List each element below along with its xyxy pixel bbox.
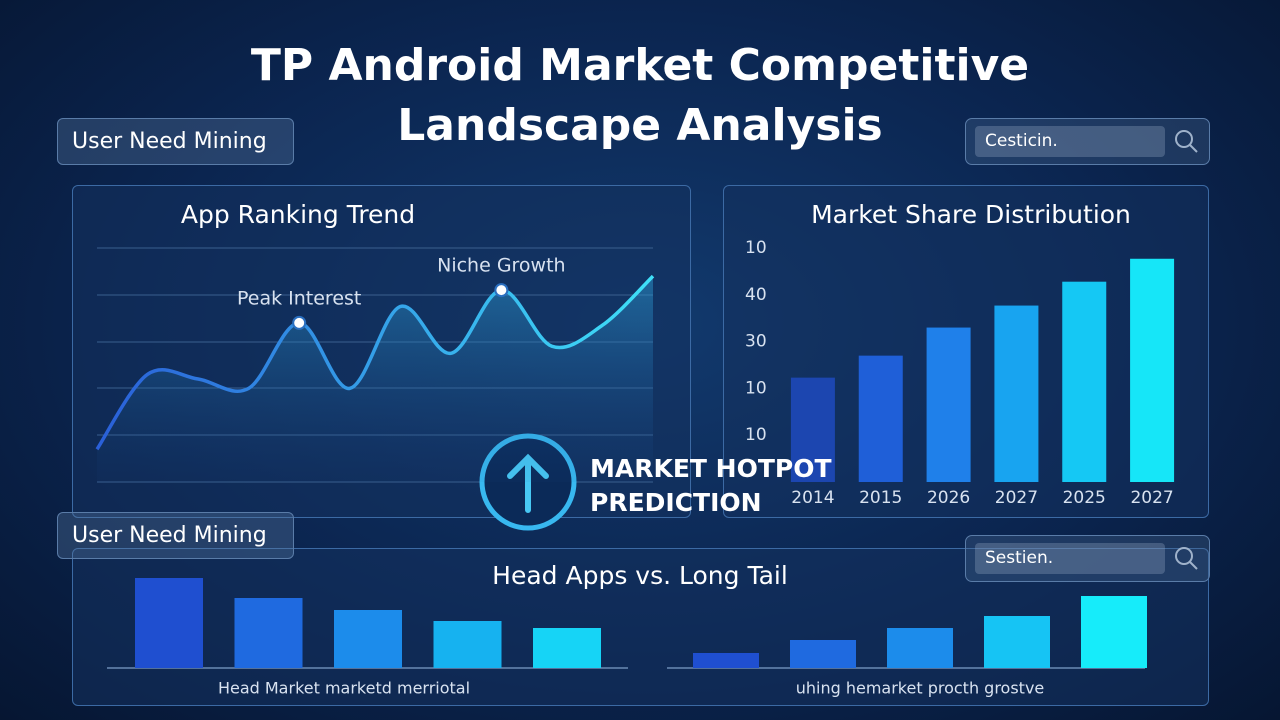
- bar: [790, 377, 835, 482]
- bar: [1081, 596, 1147, 668]
- bar: [994, 305, 1039, 482]
- bar: [790, 640, 856, 668]
- bar: [693, 653, 759, 668]
- annotation: Peak Interest: [237, 287, 361, 309]
- search-icons: [1175, 130, 1198, 570]
- y-tick-label: 10: [745, 425, 767, 445]
- y-tick-label: 30: [745, 332, 767, 352]
- chart-title: Market Share Distribution: [811, 200, 1131, 229]
- line: [95, 274, 655, 451]
- search-box[interactable]: Cesticin.: [965, 118, 1210, 165]
- bar: [984, 616, 1050, 668]
- tab[interactable]: User Need Mining: [57, 118, 294, 165]
- search-field[interactable]: Sestien.: [975, 543, 1165, 574]
- hotspot-label: MARKET HOTPOT PREDICTION: [590, 454, 832, 517]
- chart-title: Head Apps vs. Long Tail: [492, 561, 788, 590]
- y-tick-label: 40: [745, 285, 767, 305]
- annotation: Niche Growth: [437, 255, 565, 277]
- y-tick-label: 10: [745, 238, 767, 258]
- y-tick-label: 10: [745, 378, 767, 398]
- page-title: TP Android Market Competitive Landscape …: [250, 40, 1030, 151]
- area: [97, 276, 653, 482]
- bar: [533, 628, 601, 668]
- search-box[interactable]: Sestien.: [965, 535, 1210, 582]
- bar: [135, 578, 203, 668]
- x-tick-label: 2026: [927, 488, 970, 508]
- bar: [1130, 258, 1175, 482]
- bar: [1062, 281, 1107, 482]
- bar: [334, 610, 402, 668]
- bar: [234, 598, 303, 668]
- caption: uhing hemarket procth grostve: [796, 679, 1045, 698]
- bar: [858, 355, 903, 482]
- x-tick-label: 2027: [995, 488, 1038, 508]
- bar: [926, 327, 971, 482]
- search-field[interactable]: Cesticin.: [975, 126, 1165, 157]
- chart-title: App Ranking Trend: [180, 200, 416, 229]
- bar: [887, 628, 953, 668]
- x-tick-label: 2015: [859, 488, 902, 508]
- bar: [433, 621, 502, 668]
- marker: [494, 283, 509, 298]
- marker: [292, 315, 307, 330]
- x-tick-label: 2027: [1130, 488, 1173, 508]
- tab[interactable]: User Need Mining: [57, 512, 294, 559]
- x-tick-label: 2014: [791, 488, 834, 508]
- caption: Head Market marketd merriotal: [218, 679, 470, 698]
- x-tick-label: 2025: [1063, 488, 1106, 508]
